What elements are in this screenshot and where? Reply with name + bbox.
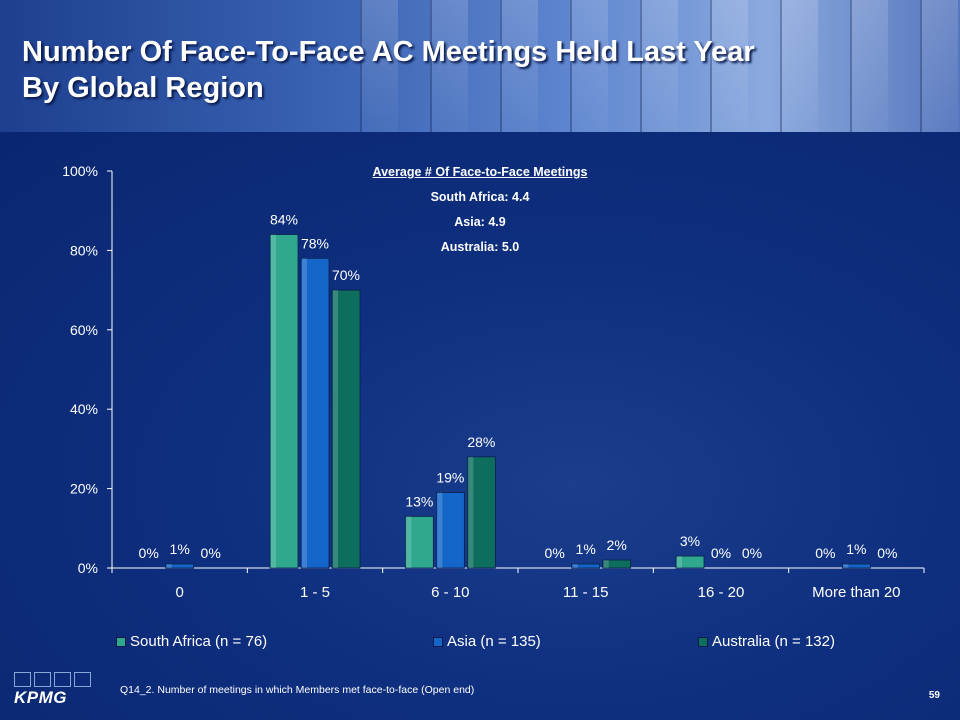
x-tick-label: 0: [175, 584, 183, 601]
x-tick-label: 11 - 15: [563, 584, 609, 601]
bar-highlight: [603, 560, 609, 568]
bar-highlight: [843, 564, 849, 568]
bar: [404, 515, 434, 569]
legend-item-south-africa: South Africa (n = 76): [116, 633, 267, 650]
kpmg-logo-text: KPMG: [14, 688, 67, 707]
data-label: 19%: [436, 470, 464, 486]
annotation-line: Australia: 5.0: [440, 240, 520, 254]
data-label: 2%: [607, 537, 627, 553]
data-label: 70%: [332, 267, 360, 283]
bar-highlight: [333, 290, 338, 568]
x-tick-label: 6 - 10: [431, 584, 469, 601]
data-label: 84%: [270, 212, 298, 228]
annotation-title: Average # Of Face-to-Face Meetings: [372, 165, 588, 179]
x-tick-label: 16 - 20: [698, 584, 745, 601]
bar: [300, 257, 330, 569]
annotation-line: Asia: 4.9: [454, 215, 506, 229]
annotation-line: South Africa: 4.4: [430, 190, 530, 204]
bar: [466, 456, 496, 569]
bar-highlight: [406, 516, 412, 568]
data-label: 0%: [139, 545, 159, 561]
legend-swatch-australia: [698, 636, 708, 647]
data-label: 28%: [467, 434, 495, 450]
bar-highlight: [677, 556, 682, 568]
bar-highlight: [302, 258, 307, 568]
legend-label: South Africa (n = 76): [130, 633, 268, 650]
chart-legend: South Africa (n = 76) Asia (n = 135) Aus…: [0, 633, 960, 653]
legend-label: Australia (n = 132): [712, 633, 835, 650]
data-label: 1%: [576, 541, 596, 557]
legend-swatch-south-africa: [116, 636, 126, 647]
footnote: Q14_2. Number of meetings in which Membe…: [120, 684, 475, 696]
bar-highlight: [468, 456, 474, 568]
bar: [165, 563, 195, 569]
legend-swatch-asia: [433, 636, 443, 647]
y-tick-label: 20%: [70, 481, 98, 497]
data-label: 0%: [742, 545, 762, 561]
data-label: 0%: [545, 545, 565, 561]
y-tick-label: 40%: [70, 401, 98, 417]
legend-item-australia: Australia (n = 132): [698, 633, 835, 650]
data-label: 1%: [846, 541, 866, 557]
page-number: 59: [928, 690, 940, 701]
bar: [435, 492, 465, 569]
bar-highlight: [572, 564, 578, 568]
kpmg-logo-boxes: [14, 672, 98, 687]
data-label: 0%: [877, 545, 897, 561]
bar: [841, 563, 871, 569]
bar: [269, 234, 299, 569]
data-label: 0%: [711, 545, 731, 561]
content-background: [0, 132, 960, 720]
legend-label: Asia (n = 135): [447, 633, 541, 650]
y-tick-label: 0%: [78, 560, 98, 576]
data-label: 3%: [680, 533, 700, 549]
data-label: 0%: [815, 545, 835, 561]
data-label: 78%: [301, 235, 329, 251]
y-tick-label: 60%: [70, 322, 98, 338]
bar-highlight: [437, 492, 443, 568]
bar: [675, 555, 705, 569]
data-label: 1%: [170, 541, 190, 557]
bar: [331, 289, 361, 569]
x-tick-label: More than 20: [812, 584, 900, 601]
bar: [571, 563, 601, 569]
y-tick-label: 100%: [62, 163, 98, 179]
data-label: 0%: [201, 545, 221, 561]
data-label: 13%: [405, 493, 433, 509]
bar-highlight: [166, 564, 172, 568]
kpmg-logo: KPMG: [14, 672, 98, 712]
x-tick-label: 1 - 5: [300, 584, 330, 601]
y-tick-label: 80%: [70, 242, 98, 258]
slide-title: Number Of Face-To-Face AC Meetings Held …: [22, 36, 755, 104]
header-band: [0, 0, 960, 132]
legend-item-asia: Asia (n = 135): [433, 633, 541, 650]
bar: [602, 559, 632, 569]
bar-highlight: [271, 234, 276, 568]
